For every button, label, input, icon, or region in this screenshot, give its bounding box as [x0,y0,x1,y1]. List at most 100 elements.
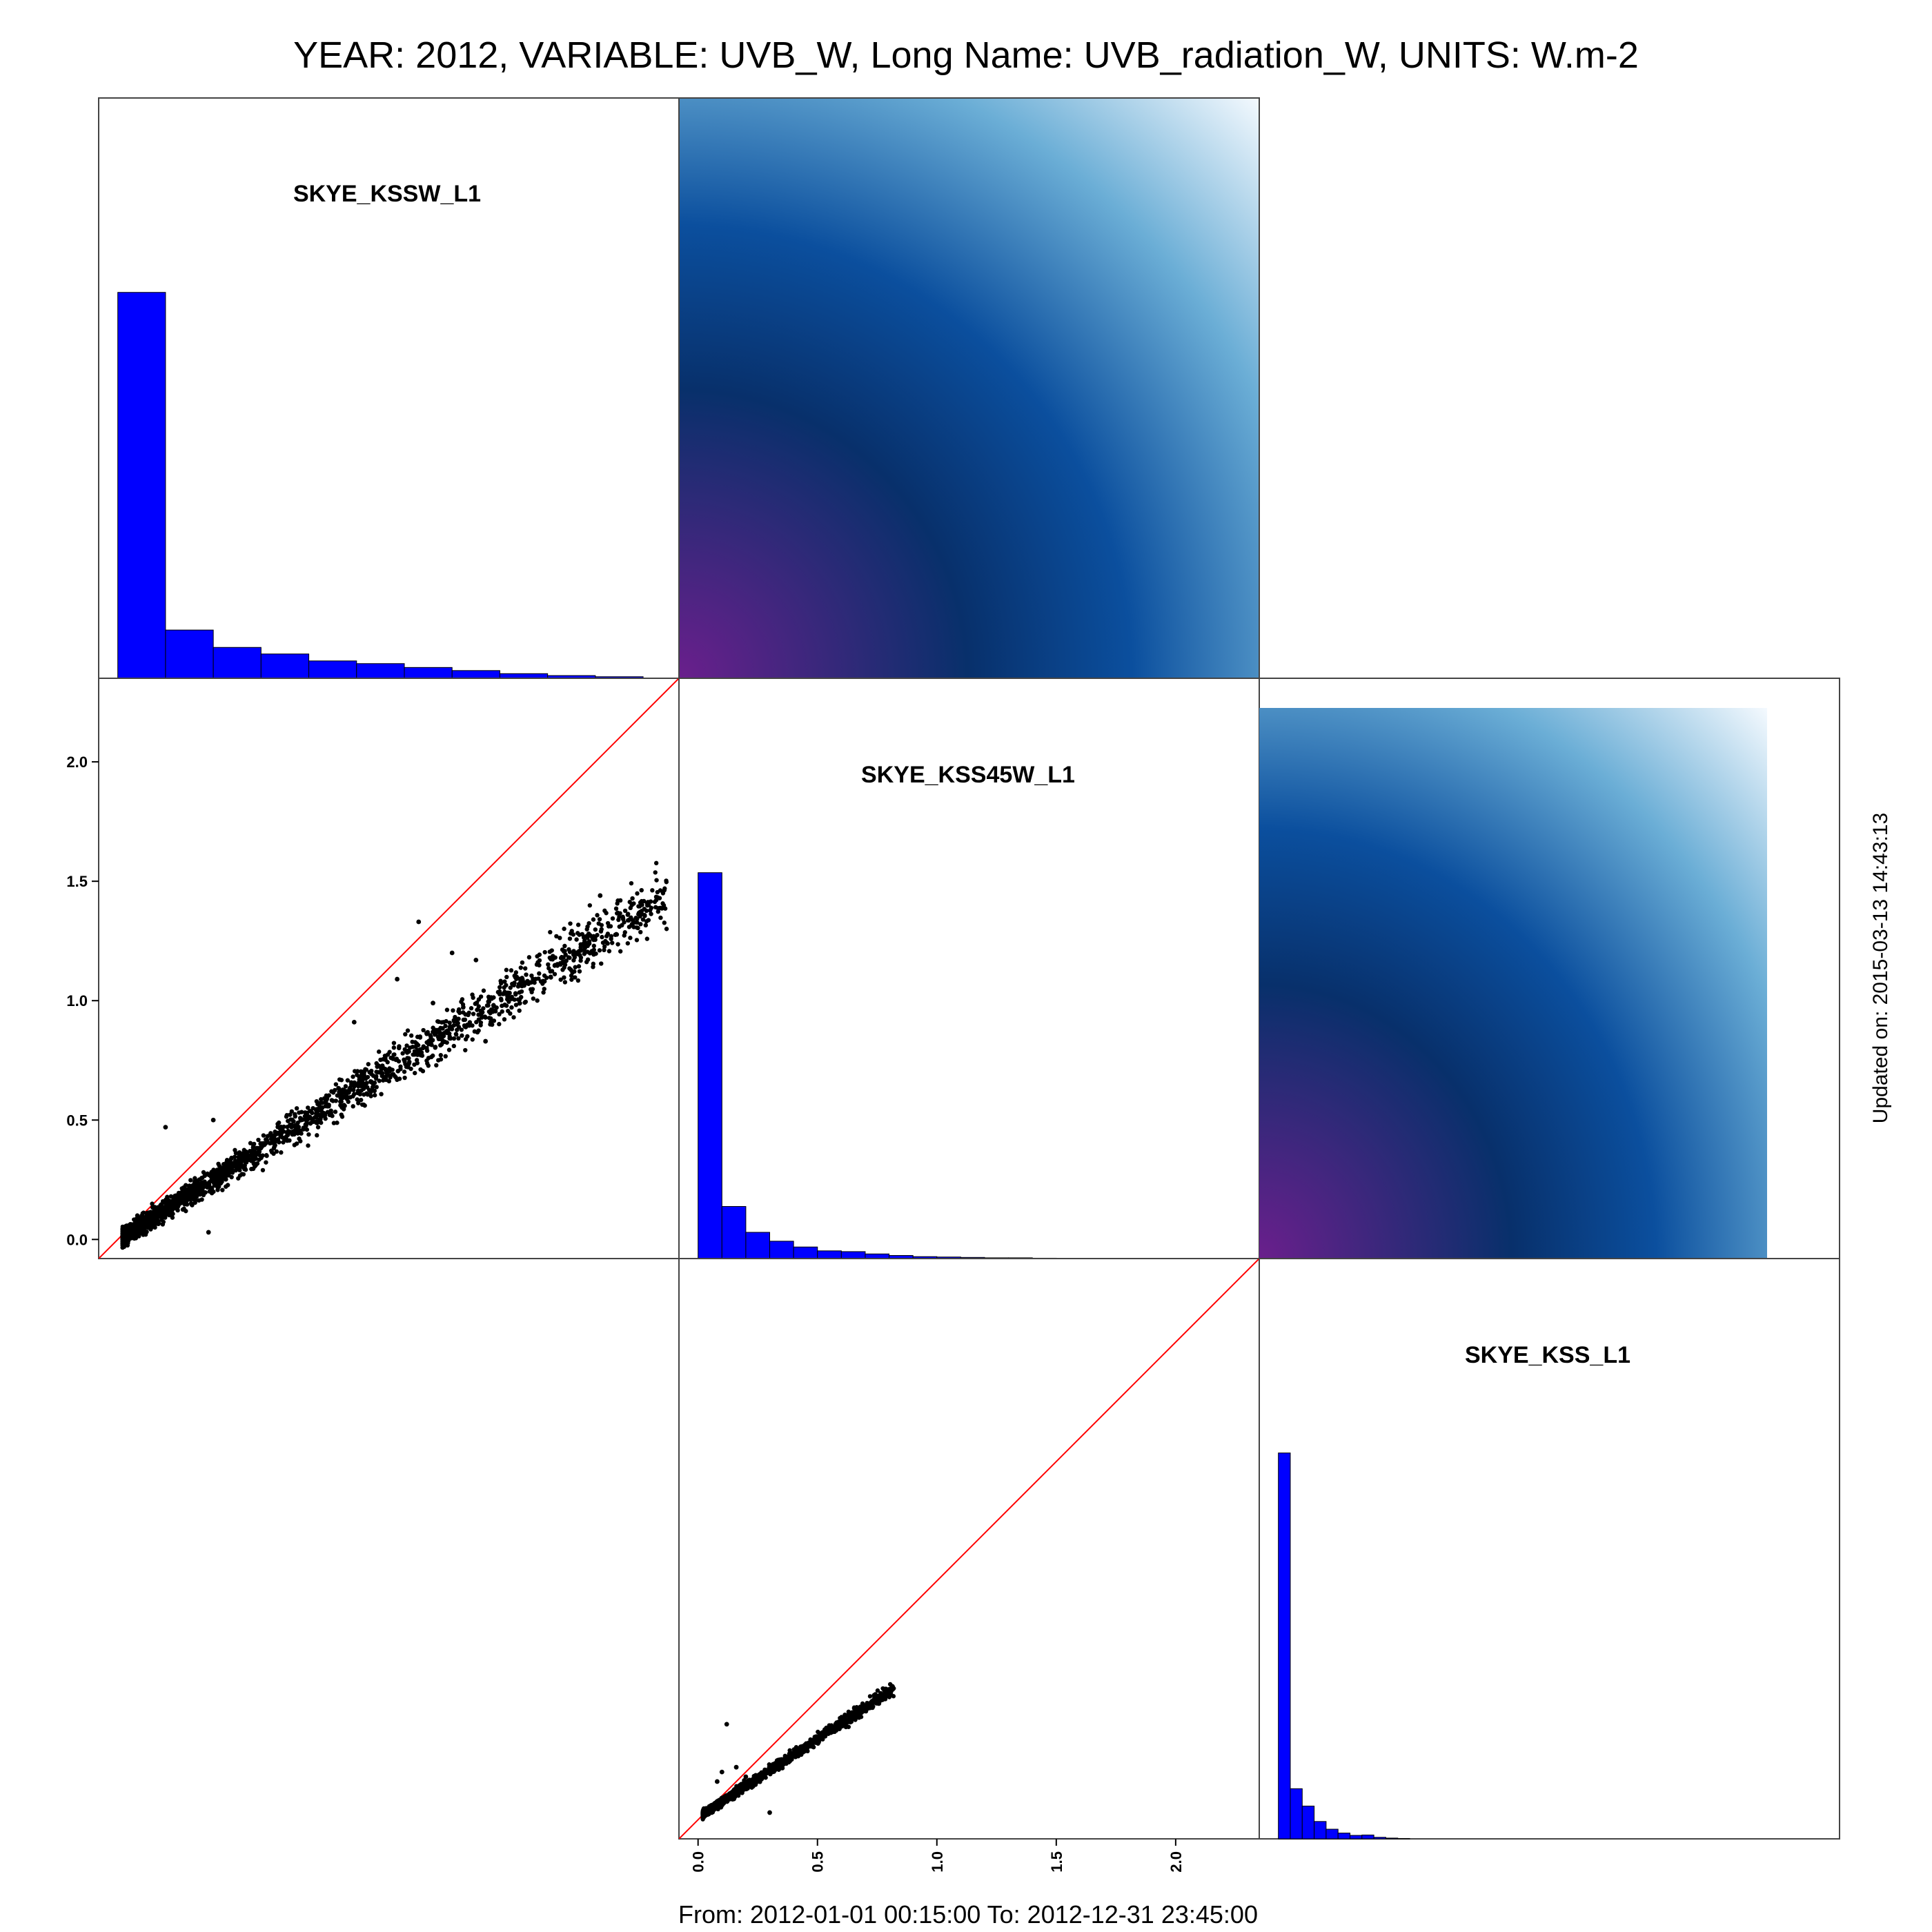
scatter-point [241,1152,246,1158]
scatter-point [869,1700,875,1705]
scatter-outlier [598,893,603,898]
scatter-point [132,1228,137,1234]
scatter-point [403,1061,408,1067]
scatter-point [643,923,649,928]
scatter-point [802,1748,807,1754]
scatter-point [374,1074,379,1079]
scatter-outlier [483,1038,489,1044]
scatter-outlier [733,1764,739,1770]
scatter-point [536,976,541,981]
scatter-point [364,1081,368,1086]
scatter-point [599,923,604,927]
scatter-point [555,963,560,968]
scatter-point [566,947,571,952]
histogram-bar [1350,1835,1363,1840]
scatter-point [546,962,551,967]
scatter-point [193,1198,197,1203]
scatter-point [648,899,653,904]
scatter-point [243,1160,248,1165]
scatter-point [658,915,663,920]
scatter-point [602,947,607,953]
scatter-point [493,1009,498,1014]
scatter-point [653,870,658,875]
scatter-point [523,999,529,1005]
scatter-point [433,1027,439,1032]
scatter-point [508,985,513,990]
scatter-point [522,966,528,971]
scatter-point [531,996,536,1001]
scatter-point [542,973,547,978]
scatter-point [470,1023,475,1028]
scatter-point [615,942,620,947]
scatter-point [511,1015,516,1020]
scatter-point [141,1225,146,1230]
scatter-point [553,955,558,960]
scatter-point [271,1151,276,1156]
scatter-point [126,1241,130,1245]
scatter-point [261,1133,266,1138]
scatter-point [462,1024,467,1029]
histogram-bar [117,292,166,679]
scatter-point [662,920,667,925]
scatter-point [627,925,632,929]
scatter-point [488,1016,493,1021]
scatter-point [497,992,502,996]
scatter-point [535,954,540,959]
x-tick-label: 2.0 [1167,1851,1185,1873]
scatter-point [491,1018,497,1023]
scatter-point [484,1003,490,1008]
scatter-point [537,958,542,963]
scatter-point [470,992,475,997]
scatter-point [251,1161,256,1166]
scatter-point [446,1047,452,1052]
page-title: YEAR: 2012, VARIABLE: UVB_W, Long Name: … [293,34,1639,76]
scatter-point [402,1070,407,1074]
scatter-point [339,1092,344,1096]
scatter-point [333,1082,339,1087]
scatter-point [170,1215,175,1220]
scatter-point [454,1019,459,1024]
scatter-point [391,1052,396,1057]
panel-label-skye-kss: SKYE_KSS_L1 [1465,1342,1630,1368]
scatter-point [248,1141,253,1145]
scatter-point [720,1795,725,1800]
scatter-point [451,1036,457,1041]
scatter-point [564,958,569,963]
scatter-points-kssw-vs-kss45w [99,678,679,1259]
scatter-point [348,1080,354,1085]
scatter-point [836,1720,841,1725]
scatter-point [582,945,587,951]
scatter-point [529,980,533,985]
scatter-point [504,974,509,980]
scatter-point [390,1056,395,1061]
scatter-point [509,996,514,1001]
scatter-point [315,1121,319,1125]
scatter-point [481,988,486,993]
scatter-point [295,1121,300,1125]
scatter-point [215,1170,220,1175]
scatter-point [461,1005,466,1009]
scatter-point [891,1686,896,1691]
scatter-point [575,931,580,936]
scatter-point [193,1179,197,1183]
scatter-point [216,1161,221,1167]
scatter-point [638,929,643,935]
panel-density-kss45w-vs-kssw [678,97,1260,679]
scatter-point [215,1176,219,1181]
histogram-bar [165,629,214,679]
scatter-point [799,1752,804,1757]
scatter-point [461,1010,466,1015]
scatter-point [220,1187,225,1192]
scatter-point [230,1170,235,1175]
histogram-bar [499,673,549,679]
scatter-point [229,1156,234,1161]
histogram-bar [745,1232,771,1259]
scatter-point [868,1706,873,1711]
scatter-point [508,1011,513,1016]
scatter-point [505,990,511,995]
scatter-point [270,1134,275,1139]
scatter-point [443,1023,448,1029]
scatter-point [506,999,511,1004]
histogram-bar [721,1205,747,1259]
